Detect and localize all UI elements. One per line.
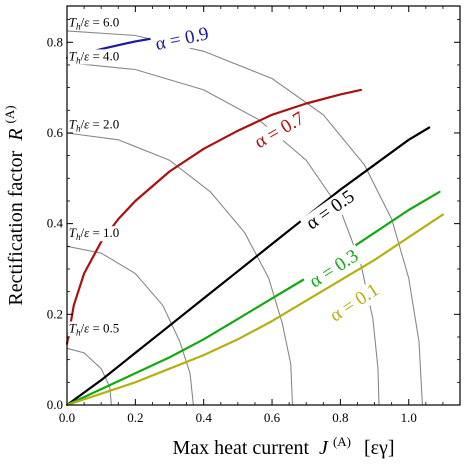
series-label-1: α = 0.7 — [251, 108, 308, 153]
series-line-1 — [65, 88, 362, 345]
series-layer — [65, 34, 444, 407]
isotherm-label-1: Th/ε = 1.0 — [69, 225, 120, 242]
y-tick-label-2: 0.4 — [47, 216, 64, 231]
isotherm-curve-3 — [66, 62, 380, 406]
x-tick-label-4: 0.8 — [332, 410, 348, 425]
isotherm-label-bg-4 — [67, 15, 138, 31]
series-label-group-0: α = 0.9 — [149, 23, 215, 56]
isotherm-label-2: Th/ε = 2.0 — [69, 116, 120, 133]
x-tick-label-2: 0.4 — [196, 410, 213, 425]
isotherm-label-bg-2 — [67, 117, 138, 133]
series-label-bg-4 — [323, 278, 387, 329]
x-tick-label-5: 1.0 — [401, 410, 417, 425]
series-label-bg-2 — [299, 184, 362, 237]
isotherm-label-bg-1 — [67, 226, 138, 242]
x-axis-title: Max heat current J (A) [εγ] — [172, 429, 394, 459]
isotherm-label-3: Th/ε = 4.0 — [69, 48, 120, 65]
x-axis-title-text: Max heat current — [172, 437, 309, 459]
series-label-4: α = 0.1 — [326, 279, 383, 326]
isotherm-curve-0 — [66, 347, 112, 406]
plot-frame — [66, 5, 461, 406]
isotherm-label-bg-0 — [67, 321, 138, 337]
y-axis-title-text: Rectification factor — [5, 150, 27, 305]
y-tick-label-3: 0.6 — [47, 125, 64, 140]
y-tick-label-1: 0.2 — [47, 306, 63, 321]
series-label-0: α = 0.9 — [154, 23, 211, 55]
x-tick-label-3: 0.6 — [264, 410, 281, 425]
y-tick-label-4: 0.8 — [47, 34, 63, 49]
series-line-3 — [65, 190, 441, 407]
y-axis-title-superscript: (A) — [2, 105, 17, 123]
series-label-bg-0 — [149, 23, 215, 56]
y-axis-title: Rectification factor R (A) — [2, 105, 27, 305]
isotherm-label-4: Th/ε = 6.0 — [69, 14, 120, 31]
series-line-2 — [65, 126, 431, 407]
series-label-bg-1 — [248, 106, 312, 155]
isotherm-label-0: Th/ε = 0.5 — [69, 320, 120, 337]
series-line-4 — [65, 213, 444, 407]
series-label-group-2: α = 0.5 — [299, 184, 362, 237]
tick-layer: 0.0 0.2 0.4 0.6 0.8 1.0 0.0 0.2 0.4 0.6 0.8 — [47, 6, 460, 425]
isotherm-label-layer: Th/ε = 0.5 Th/ε = 1.0 Th/ε = 2.0 Th/ε = 4.0… — [67, 14, 138, 337]
series-label-bg-3 — [302, 244, 366, 295]
isotherm-curve-1 — [66, 245, 194, 406]
curve-label-layer: α = 0.9 α = 0.7 α = 0.5 α = 0.3α = 0.1 — [149, 23, 387, 329]
series-label-group-3: α = 0.3 — [302, 244, 366, 295]
isotherm-curve-2 — [66, 132, 294, 406]
x-axis-title-superscript: (A) — [333, 434, 351, 449]
x-tick-label-0: 0.0 — [59, 410, 75, 425]
isotherm-label-bg-3 — [67, 49, 138, 65]
y-axis-title-symbol: R — [5, 128, 27, 141]
x-tick-label-1: 0.2 — [127, 410, 143, 425]
x-axis-title-symbol: J — [319, 437, 329, 459]
series-label-2: α = 0.5 — [302, 186, 358, 234]
x-axis-title-units: [εγ] — [364, 437, 395, 459]
y-tick-label-0: 0.0 — [47, 397, 63, 412]
